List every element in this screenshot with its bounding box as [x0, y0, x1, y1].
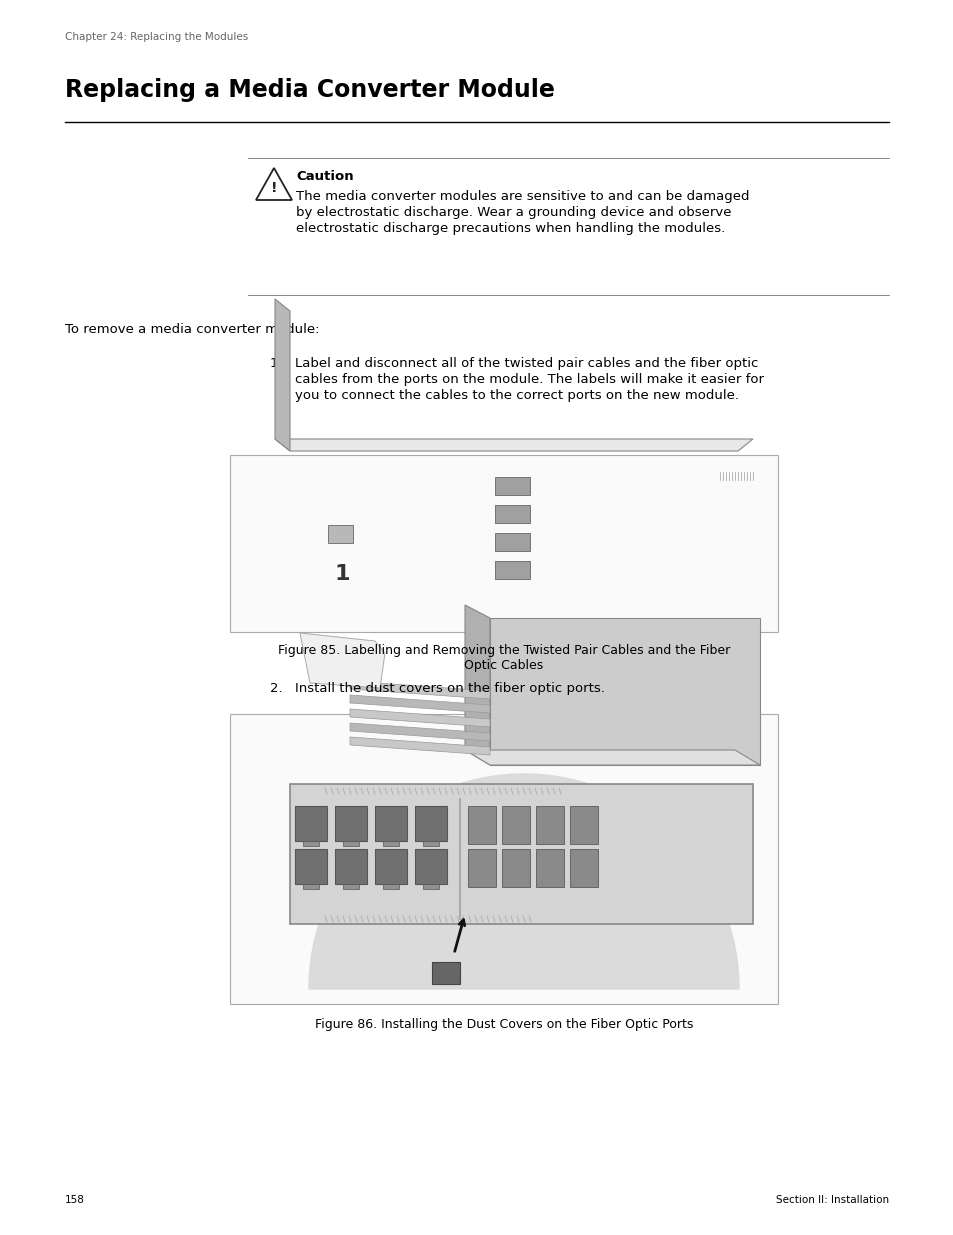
Bar	[328, 525, 353, 543]
Bar	[432, 962, 459, 984]
Bar	[294, 848, 327, 884]
Text: To remove a media converter module:: To remove a media converter module:	[65, 324, 319, 336]
Polygon shape	[350, 722, 490, 741]
Text: 158: 158	[65, 1195, 85, 1205]
Polygon shape	[350, 709, 490, 727]
Polygon shape	[350, 737, 490, 755]
Bar	[495, 534, 530, 551]
Text: Replacing a Media Converter Module: Replacing a Media Converter Module	[65, 78, 555, 103]
Text: 1.: 1.	[270, 357, 282, 370]
Text: Optic Cables: Optic Cables	[464, 659, 543, 672]
Bar	[569, 806, 598, 844]
Bar	[495, 505, 530, 522]
Bar	[422, 841, 438, 846]
Text: Label and disconnect all of the twisted pair cables and the fiber optic: Label and disconnect all of the twisted …	[294, 357, 758, 370]
Text: cables from the ports on the module. The labels will make it easier for: cables from the ports on the module. The…	[294, 373, 763, 387]
Bar	[468, 806, 496, 844]
Bar	[569, 848, 598, 887]
Bar	[536, 848, 563, 887]
Polygon shape	[490, 618, 760, 764]
Polygon shape	[350, 695, 490, 713]
Bar	[536, 806, 563, 844]
Polygon shape	[274, 438, 752, 451]
Polygon shape	[309, 774, 739, 989]
Bar	[415, 848, 447, 884]
Text: Caution: Caution	[295, 170, 354, 183]
Bar	[343, 841, 358, 846]
Bar	[290, 784, 752, 924]
Bar	[501, 806, 530, 844]
Text: 2.: 2.	[270, 682, 282, 695]
Bar	[382, 841, 398, 846]
Text: !: !	[271, 182, 277, 195]
Text: Install the dust covers on the fiber optic ports.: Install the dust covers on the fiber opt…	[294, 682, 604, 695]
Bar	[303, 884, 318, 889]
Text: Chapter 24: Replacing the Modules: Chapter 24: Replacing the Modules	[65, 32, 248, 42]
Bar	[415, 806, 447, 841]
Text: The media converter modules are sensitive to and can be damaged: The media converter modules are sensitiv…	[295, 190, 749, 203]
Bar	[303, 841, 318, 846]
Polygon shape	[464, 605, 490, 764]
Text: Section II: Installation: Section II: Installation	[775, 1195, 888, 1205]
Bar	[230, 454, 778, 632]
Text: 1: 1	[334, 564, 350, 584]
Text: electrostatic discharge precautions when handling the modules.: electrostatic discharge precautions when…	[295, 222, 724, 235]
Bar	[501, 848, 530, 887]
Bar	[495, 477, 530, 495]
Bar	[382, 884, 398, 889]
Bar	[294, 806, 327, 841]
Text: by electrostatic discharge. Wear a grounding device and observe: by electrostatic discharge. Wear a groun…	[295, 206, 731, 219]
Bar	[375, 848, 407, 884]
Text: you to connect the cables to the correct ports on the new module.: you to connect the cables to the correct…	[294, 389, 739, 403]
Bar	[422, 884, 438, 889]
Polygon shape	[464, 750, 760, 764]
Bar	[495, 561, 530, 579]
Polygon shape	[299, 634, 385, 688]
Text: Figure 85. Labelling and Removing the Twisted Pair Cables and the Fiber: Figure 85. Labelling and Removing the Tw…	[277, 643, 729, 657]
Polygon shape	[350, 680, 490, 699]
Bar	[230, 714, 778, 1004]
Text: Figure 86. Installing the Dust Covers on the Fiber Optic Ports: Figure 86. Installing the Dust Covers on…	[314, 1018, 693, 1031]
Polygon shape	[274, 299, 290, 451]
Bar	[468, 848, 496, 887]
Bar	[335, 848, 367, 884]
Bar	[343, 884, 358, 889]
Bar	[335, 806, 367, 841]
Bar	[375, 806, 407, 841]
